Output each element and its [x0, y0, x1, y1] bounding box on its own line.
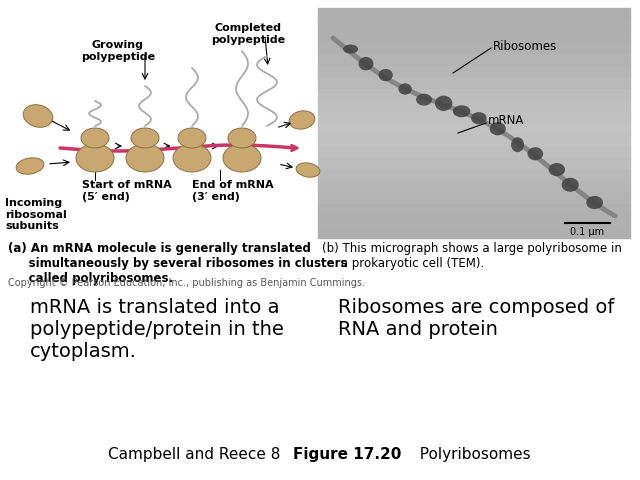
Text: Copyright © Pearson Education, Inc., publishing as Benjamin Cummings.: Copyright © Pearson Education, Inc., pub… [8, 278, 365, 288]
Ellipse shape [379, 69, 393, 81]
Ellipse shape [178, 128, 206, 148]
Text: Growing
polypeptide: Growing polypeptide [81, 40, 155, 61]
Ellipse shape [223, 144, 261, 172]
Ellipse shape [296, 163, 320, 177]
Ellipse shape [76, 144, 114, 172]
Text: End of mRNA
(3′ end): End of mRNA (3′ end) [192, 180, 274, 202]
Text: Figure 17.20: Figure 17.20 [293, 447, 401, 463]
Ellipse shape [586, 196, 603, 209]
Text: Completed
polypeptide: Completed polypeptide [211, 23, 285, 45]
Ellipse shape [228, 128, 256, 148]
Ellipse shape [416, 94, 432, 106]
Bar [318, 8, 630, 238]
Text: (a) An mRNA molecule is generally translated
     simultaneously by several ribo: (a) An mRNA molecule is generally transl… [8, 242, 348, 285]
Ellipse shape [343, 45, 358, 54]
Text: Polyribosomes: Polyribosomes [410, 447, 531, 463]
Ellipse shape [131, 128, 159, 148]
Text: mRNA is translated into a
polypeptide/protein in the
cytoplasm.: mRNA is translated into a polypeptide/pr… [30, 298, 284, 361]
Ellipse shape [399, 84, 412, 95]
Ellipse shape [81, 128, 109, 148]
Ellipse shape [435, 96, 452, 111]
Ellipse shape [548, 163, 565, 176]
Text: (b) This micrograph shows a large polyribosome in
     a prokaryotic cell (TEM).: (b) This micrograph shows a large polyri… [322, 242, 622, 270]
Text: 0.1 μm: 0.1 μm [570, 227, 605, 237]
Text: Ribosomes are composed of
RNA and protein: Ribosomes are composed of RNA and protei… [338, 298, 614, 339]
Ellipse shape [126, 144, 164, 172]
Text: Start of mRNA
(5′ end): Start of mRNA (5′ end) [82, 180, 172, 202]
Ellipse shape [16, 158, 44, 174]
Text: Ribosomes: Ribosomes [493, 39, 557, 52]
Text: mRNA: mRNA [488, 113, 524, 127]
Text: Campbell and Reece 8: Campbell and Reece 8 [108, 447, 290, 463]
Ellipse shape [173, 144, 211, 172]
Text: Incoming
ribosomal
subunits: Incoming ribosomal subunits [5, 198, 67, 231]
Ellipse shape [289, 111, 315, 129]
Ellipse shape [490, 122, 506, 135]
Ellipse shape [527, 147, 543, 160]
Ellipse shape [471, 112, 486, 124]
Ellipse shape [358, 57, 373, 71]
Ellipse shape [23, 105, 52, 127]
Ellipse shape [511, 137, 524, 152]
Ellipse shape [561, 178, 579, 192]
Ellipse shape [453, 105, 470, 117]
